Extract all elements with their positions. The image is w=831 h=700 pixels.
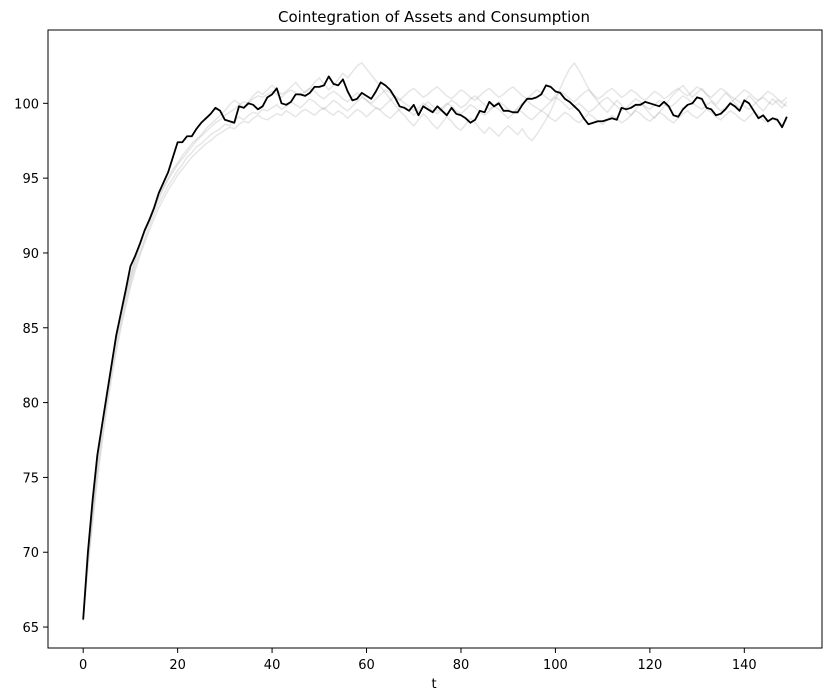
- y-tick-label: 80: [22, 397, 39, 412]
- y-tick-label: 70: [22, 546, 39, 561]
- series-line: [82, 101, 788, 620]
- y-tick-label: 90: [22, 247, 39, 262]
- x-tick-label: 20: [169, 658, 186, 673]
- x-tick-label: 40: [264, 658, 281, 673]
- x-tick-label: 100: [543, 658, 568, 673]
- x-axis-label: t: [431, 677, 436, 692]
- x-tick-label: 60: [358, 658, 375, 673]
- series-line: [82, 86, 788, 617]
- series-line: [82, 62, 788, 622]
- x-tick-label: 140: [732, 658, 757, 673]
- y-tick-label: 65: [22, 621, 39, 636]
- x-tick-label: 80: [453, 658, 470, 673]
- chart-title: Cointegration of Assets and Consumption: [278, 8, 590, 26]
- series-line: [82, 75, 788, 620]
- plot-frame: [47, 29, 823, 649]
- x-tick-label: 0: [79, 658, 87, 673]
- series-line: [82, 95, 788, 619]
- y-tick-label: 85: [22, 322, 39, 337]
- y-tick-label: 75: [22, 471, 39, 486]
- y-tick-label: 95: [22, 172, 39, 187]
- x-tick-label: 120: [637, 658, 662, 673]
- y-tick-label: 100: [14, 97, 39, 112]
